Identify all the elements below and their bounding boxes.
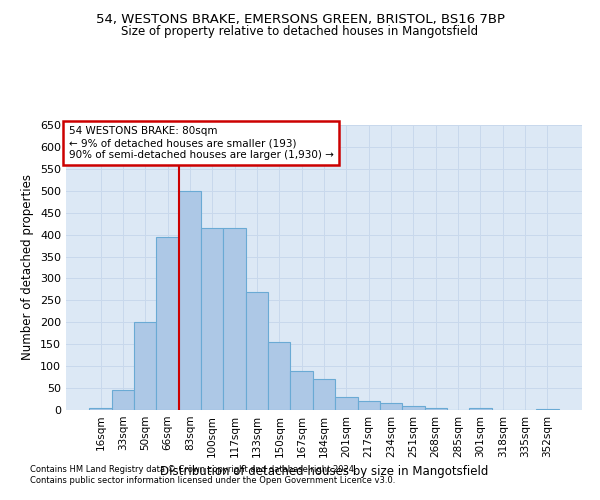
Bar: [223, 228, 246, 410]
Bar: [380, 404, 402, 410]
Bar: [536, 409, 559, 410]
Bar: [425, 408, 447, 410]
X-axis label: Distribution of detached houses by size in Mangotsfield: Distribution of detached houses by size …: [160, 466, 488, 478]
Bar: [201, 228, 223, 410]
Bar: [469, 408, 491, 410]
Text: 54 WESTONS BRAKE: 80sqm
← 9% of detached houses are smaller (193)
90% of semi-de: 54 WESTONS BRAKE: 80sqm ← 9% of detached…: [68, 126, 334, 160]
Bar: [358, 401, 380, 410]
Bar: [335, 397, 358, 410]
Text: Size of property relative to detached houses in Mangotsfield: Size of property relative to detached ho…: [121, 25, 479, 38]
Bar: [246, 292, 268, 410]
Bar: [89, 408, 112, 410]
Bar: [313, 380, 335, 410]
Bar: [134, 322, 157, 410]
Bar: [268, 342, 290, 410]
Y-axis label: Number of detached properties: Number of detached properties: [22, 174, 34, 360]
Bar: [402, 406, 425, 410]
Text: 54, WESTONS BRAKE, EMERSONS GREEN, BRISTOL, BS16 7BP: 54, WESTONS BRAKE, EMERSONS GREEN, BRIST…: [95, 12, 505, 26]
Text: Contains public sector information licensed under the Open Government Licence v3: Contains public sector information licen…: [30, 476, 395, 485]
Bar: [157, 237, 179, 410]
Bar: [112, 390, 134, 410]
Text: Contains HM Land Registry data © Crown copyright and database right 2024.: Contains HM Land Registry data © Crown c…: [30, 465, 356, 474]
Bar: [290, 370, 313, 410]
Bar: [179, 191, 201, 410]
